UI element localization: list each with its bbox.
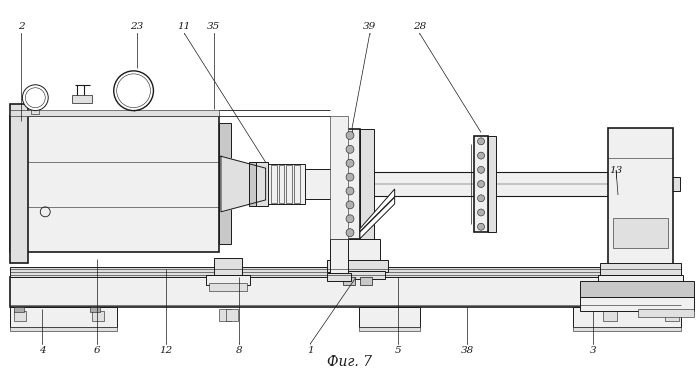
Bar [10, 327, 117, 331]
Bar [92, 311, 104, 321]
Bar [15, 307, 24, 312]
Bar [15, 311, 27, 321]
Bar [600, 263, 681, 277]
Bar [294, 165, 301, 203]
Bar [214, 258, 242, 277]
Bar [209, 283, 247, 291]
Text: 23: 23 [130, 22, 143, 31]
Bar [330, 116, 348, 239]
Bar [287, 165, 292, 203]
Bar [335, 172, 608, 196]
Bar [474, 136, 488, 232]
Bar [360, 277, 372, 285]
Circle shape [477, 180, 484, 187]
Bar [72, 95, 92, 103]
Bar [335, 239, 380, 268]
Text: 39: 39 [363, 22, 377, 31]
Bar [278, 165, 284, 203]
Circle shape [346, 215, 354, 223]
Bar [206, 276, 250, 285]
Bar [129, 102, 138, 109]
Bar [305, 169, 335, 199]
Bar [10, 104, 29, 263]
Bar [226, 309, 238, 321]
Circle shape [477, 138, 484, 145]
Bar [10, 116, 219, 252]
Bar [219, 124, 231, 244]
Bar [271, 165, 277, 203]
Bar [668, 177, 679, 191]
Text: 6: 6 [94, 346, 100, 355]
Circle shape [346, 229, 354, 237]
Bar [10, 277, 681, 307]
Circle shape [346, 201, 354, 209]
Bar [10, 307, 117, 327]
Text: 11: 11 [178, 22, 191, 31]
Polygon shape [221, 156, 266, 212]
Bar [90, 307, 100, 312]
Text: 38: 38 [461, 346, 474, 355]
Bar [608, 170, 648, 198]
Circle shape [346, 187, 354, 195]
Circle shape [22, 85, 48, 111]
Text: 12: 12 [160, 346, 173, 355]
Bar [327, 273, 351, 281]
Text: 8: 8 [236, 346, 242, 355]
Bar [603, 307, 617, 321]
Text: Фиг. 7: Фиг. 7 [326, 355, 371, 369]
Text: 1: 1 [307, 346, 314, 355]
Bar [10, 268, 681, 277]
Bar [343, 277, 355, 285]
Bar [340, 130, 360, 239]
Bar [360, 130, 374, 239]
Circle shape [346, 173, 354, 181]
Circle shape [477, 195, 484, 202]
Bar [573, 327, 681, 331]
Text: 35: 35 [208, 22, 221, 31]
Bar [10, 109, 219, 116]
Bar [219, 309, 231, 321]
Bar [254, 162, 268, 206]
Bar [665, 307, 679, 321]
Circle shape [346, 159, 354, 167]
Bar [330, 271, 384, 279]
Bar [613, 218, 668, 248]
Text: 5: 5 [394, 346, 401, 355]
Text: 28: 28 [413, 22, 426, 31]
Bar [580, 297, 695, 311]
Bar [359, 327, 421, 331]
Text: 2: 2 [18, 22, 24, 31]
Bar [31, 109, 39, 114]
Polygon shape [360, 189, 395, 239]
Bar [327, 260, 388, 272]
Bar [580, 281, 695, 297]
Bar [648, 174, 668, 194]
Text: 3: 3 [590, 346, 596, 355]
Bar [488, 136, 496, 232]
Bar [638, 309, 695, 317]
Bar [330, 239, 348, 277]
Bar [598, 276, 682, 285]
Circle shape [477, 223, 484, 230]
Text: 13: 13 [610, 166, 623, 175]
Circle shape [114, 71, 154, 111]
Bar [359, 307, 421, 327]
Circle shape [477, 209, 484, 216]
Text: 4: 4 [39, 346, 45, 355]
Circle shape [477, 166, 484, 173]
Bar [249, 162, 256, 206]
Circle shape [346, 145, 354, 153]
Circle shape [477, 152, 484, 159]
Circle shape [346, 131, 354, 139]
Bar [266, 164, 305, 204]
Bar [573, 307, 681, 327]
Bar [608, 128, 672, 268]
